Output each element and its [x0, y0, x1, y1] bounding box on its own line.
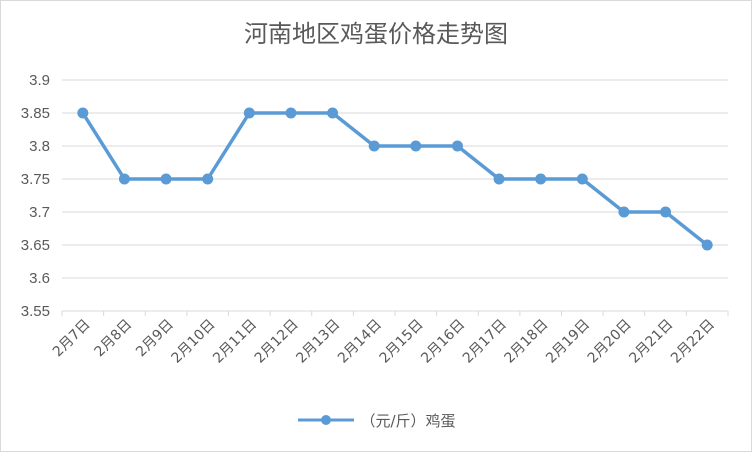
- data-point: [410, 140, 422, 152]
- data-point: [202, 173, 214, 185]
- x-tick-label: 2月20日: [585, 317, 635, 367]
- data-point: [576, 173, 588, 185]
- legend: （元/斤）鸡蛋: [0, 408, 752, 432]
- legend-label: （元/斤）鸡蛋: [360, 411, 456, 430]
- data-point: [493, 173, 505, 185]
- x-tick-label: 2月11日: [210, 317, 260, 367]
- data-point: [77, 107, 89, 119]
- x-tick-label: 2月17日: [460, 317, 510, 367]
- x-tick-label: 2月16日: [418, 317, 468, 367]
- data-point: [243, 107, 255, 119]
- data-point: [535, 173, 547, 185]
- y-axis: 3.55 3.6 3.65 3.7 3.75 3.8 3.85 3.9: [21, 72, 50, 320]
- x-tick-label: 2月12日: [252, 317, 302, 367]
- x-tick-label: 2月14日: [335, 317, 385, 367]
- data-point: [160, 173, 172, 185]
- data-point: [327, 107, 339, 119]
- data-point: [660, 206, 672, 218]
- y-tick-label: 3.55: [21, 303, 50, 320]
- x-tick-label: 2月8日: [92, 317, 136, 361]
- y-tick-label: 3.75: [21, 171, 50, 188]
- y-tick-label: 3.9: [29, 72, 50, 89]
- legend-marker-icon: [298, 415, 355, 425]
- y-tick-label: 3.8: [29, 138, 50, 155]
- data-point: [618, 206, 630, 218]
- data-point: [701, 239, 713, 251]
- data-point: [368, 140, 380, 152]
- x-tick-label: 2月18日: [501, 317, 551, 367]
- x-tick-label: 2月22日: [668, 317, 718, 367]
- data-point: [118, 173, 130, 185]
- gridlines: [62, 79, 728, 312]
- data-point: [451, 140, 463, 152]
- series-line: [81, 111, 709, 247]
- data-point: [285, 107, 297, 119]
- x-tick-label: 2月19日: [543, 317, 593, 367]
- series-egg-price: [77, 107, 713, 251]
- chart-title: 河南地区鸡蛋价格走势图: [244, 20, 508, 48]
- x-tick-label: 2月13日: [293, 317, 343, 367]
- y-tick-label: 3.85: [21, 105, 50, 122]
- x-tick-label: 2月7日: [50, 317, 94, 361]
- x-axis: 2月7日2月8日2月9日2月10日2月11日2月12日2月13日2月14日2月1…: [50, 311, 729, 367]
- y-tick-label: 3.65: [21, 237, 50, 254]
- x-tick-label: 2月21日: [626, 317, 676, 367]
- y-tick-label: 3.6: [29, 270, 50, 287]
- y-tick-label: 3.7: [29, 204, 50, 221]
- x-tick-label: 2月10日: [168, 317, 218, 367]
- x-tick-label: 2月15日: [377, 317, 427, 367]
